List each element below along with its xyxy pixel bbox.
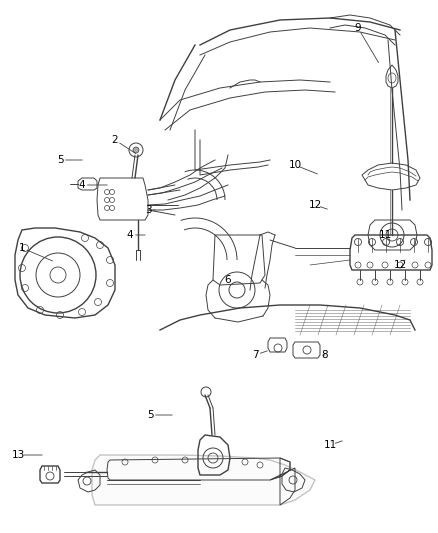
Text: 12: 12: [393, 260, 406, 270]
Text: 12: 12: [308, 200, 321, 210]
Text: 8: 8: [321, 350, 328, 360]
Circle shape: [133, 147, 139, 153]
Text: 13: 13: [11, 450, 25, 460]
Text: 10: 10: [289, 160, 301, 170]
Text: 4: 4: [79, 180, 85, 190]
Text: 5: 5: [147, 410, 153, 420]
Polygon shape: [92, 455, 315, 505]
Text: 9: 9: [355, 23, 361, 33]
Text: 6: 6: [225, 275, 231, 285]
Text: 2: 2: [112, 135, 118, 145]
Text: 3: 3: [145, 205, 151, 215]
Text: 7: 7: [252, 350, 258, 360]
Text: 11: 11: [323, 440, 337, 450]
Text: 5: 5: [57, 155, 64, 165]
Text: 11: 11: [378, 230, 392, 240]
Text: 1: 1: [19, 243, 25, 253]
Text: 4: 4: [127, 230, 133, 240]
